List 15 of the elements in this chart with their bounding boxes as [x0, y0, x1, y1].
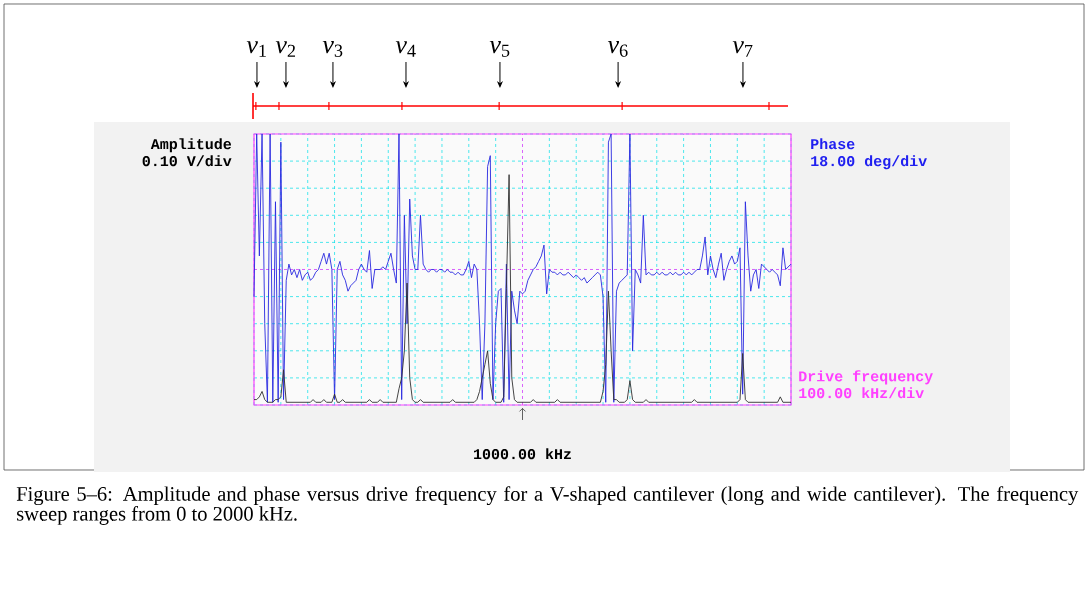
text: 1000.00 kHz [474, 448, 571, 460]
text: v$_{4}$ [395, 41, 416, 57]
text: v$_{5}$ [489, 40, 510, 57]
x-axis-title: Drive frequency [799, 370, 933, 385]
y-axis-title: Amplitude [150, 138, 232, 153]
text: v$_{1}$ [246, 41, 266, 57]
text: 100.00 kHz/div [799, 387, 924, 399]
text: v$_{6}$ [607, 40, 628, 57]
text: 0.10 V/div [142, 155, 232, 167]
text: v$_{3}$ [322, 40, 343, 57]
text: 18.00 deg/div [811, 155, 927, 170]
caption: Figure 5–6: Amplitude and phase versus drive frequency for a V-shaped cantilever (long and wide cantilever). The frequency sweep ranges from 0 to 2000 kHz. [16, 486, 1079, 525]
text: v$_{7}$ [732, 41, 753, 57]
y2-axis-title: Phase [811, 138, 855, 150]
text: v$_{2}$ [275, 41, 296, 57]
